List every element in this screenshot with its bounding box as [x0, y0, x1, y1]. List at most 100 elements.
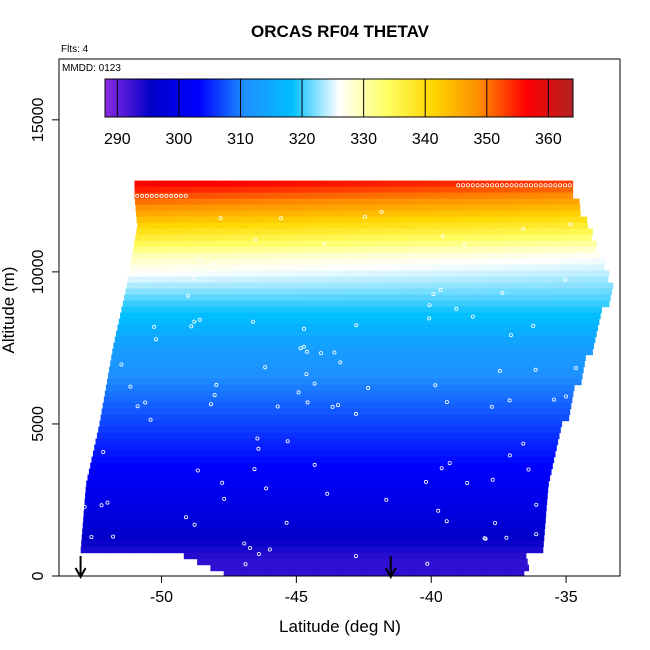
heatmap-cell — [582, 312, 589, 320]
heatmap-cell — [228, 402, 236, 410]
heatmap-cell — [584, 240, 591, 248]
heatmap-cell — [247, 306, 254, 314]
heatmap-cell — [165, 540, 172, 548]
heatmap-cell — [397, 246, 404, 254]
heatmap-cell — [497, 558, 504, 566]
heatmap-cell — [362, 330, 369, 338]
heatmap-cell — [110, 450, 118, 458]
heatmap-cell — [569, 288, 576, 296]
heatmap-cell — [267, 198, 274, 206]
heatmap-cell — [520, 294, 527, 302]
heatmap-cell — [443, 438, 451, 446]
heatmap-cell — [600, 282, 608, 290]
heatmap-cell — [375, 234, 382, 242]
heatmap-cell — [487, 366, 494, 374]
heatmap-cell — [513, 198, 520, 206]
heatmap-cell — [542, 426, 549, 434]
heatmap-cell — [134, 330, 141, 338]
heatmap-cell — [404, 450, 412, 458]
heatmap-cell — [183, 384, 191, 392]
heatmap-cell — [352, 414, 360, 422]
heatmap-cell — [160, 414, 168, 422]
heatmap-cell — [238, 294, 245, 302]
heatmap-cell — [408, 462, 415, 470]
heatmap-cell — [304, 444, 311, 452]
heatmap-cell — [574, 348, 581, 356]
heatmap-cell — [200, 192, 208, 200]
heatmap-cell — [296, 546, 304, 554]
heatmap-cell — [497, 342, 504, 350]
heatmap-cell — [164, 186, 172, 194]
heatmap-cell — [320, 426, 327, 434]
heatmap-cell — [347, 378, 354, 386]
heatmap-cell — [310, 294, 317, 302]
heatmap-cell — [451, 246, 458, 254]
heatmap-cell — [308, 300, 316, 308]
heatmap-cell — [256, 528, 263, 536]
heatmap-cell — [327, 354, 334, 362]
heatmap-cell — [410, 426, 417, 434]
heatmap-cell — [282, 282, 290, 290]
heatmap-cell — [566, 330, 573, 338]
heatmap-cell — [144, 282, 152, 290]
heatmap-cell — [562, 294, 569, 302]
heatmap-cell — [100, 468, 108, 476]
heatmap-cell — [429, 552, 437, 560]
heatmap-cell — [287, 342, 294, 350]
heatmap-cell — [315, 204, 323, 212]
heatmap-cell — [302, 186, 310, 194]
heatmap-cell — [199, 246, 206, 254]
heatmap-cell — [393, 474, 401, 482]
heatmap-cell — [441, 384, 449, 392]
heatmap-cell — [463, 492, 470, 500]
heatmap-cell — [174, 282, 182, 290]
heatmap-cell — [138, 312, 145, 320]
heatmap-cell — [221, 516, 228, 524]
heatmap-cell — [218, 270, 226, 278]
heatmap-cell — [111, 384, 119, 392]
heatmap-cell — [593, 288, 600, 296]
heatmap-cell — [277, 306, 284, 314]
heatmap-cell — [507, 384, 515, 392]
heatmap-cell — [226, 444, 233, 452]
heatmap-cell — [444, 504, 451, 512]
heatmap-cell — [287, 558, 294, 566]
heatmap-cell — [302, 546, 310, 554]
heatmap-cell — [182, 240, 189, 248]
heatmap-cell — [324, 564, 331, 572]
heatmap-cell — [494, 186, 502, 194]
heatmap-cell — [479, 438, 487, 446]
heatmap-cell — [320, 480, 327, 488]
heatmap-cell — [450, 402, 458, 410]
heatmap-cell — [268, 348, 275, 356]
heatmap-cell — [590, 330, 597, 338]
heatmap-cell — [474, 498, 482, 506]
heatmap-cell — [200, 180, 208, 188]
heatmap-cell — [438, 432, 446, 440]
heatmap-cell — [201, 204, 209, 212]
heatmap-cell — [131, 342, 138, 350]
heatmap-cell — [484, 522, 492, 530]
heatmap-cell — [194, 390, 202, 398]
heatmap-cell — [392, 480, 399, 488]
heatmap-cell — [139, 276, 147, 284]
heatmap-cell — [266, 426, 273, 434]
heatmap-cell — [567, 384, 575, 392]
heatmap-cell — [500, 270, 508, 278]
heatmap-cell — [472, 528, 479, 536]
heatmap-cell — [154, 294, 161, 302]
heatmap-cell — [107, 438, 115, 446]
heatmap-cell — [192, 282, 200, 290]
heatmap-cell — [244, 468, 252, 476]
heatmap-cell — [383, 222, 390, 230]
heatmap-cell — [326, 360, 333, 368]
heatmap-cell — [109, 366, 116, 374]
heatmap-cell — [510, 402, 518, 410]
heatmap-cell — [437, 378, 444, 386]
heatmap-cell — [463, 306, 470, 314]
heatmap-cell — [355, 486, 363, 494]
heatmap-cell — [232, 522, 240, 530]
heatmap-cell — [173, 288, 180, 296]
heatmap-cell — [214, 210, 221, 218]
heatmap-cell — [177, 540, 184, 548]
